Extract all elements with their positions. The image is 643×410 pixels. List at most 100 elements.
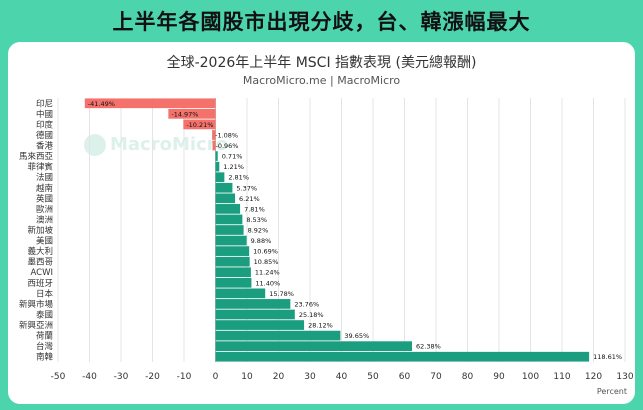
- data-label: 28.12%: [308, 322, 333, 330]
- page-headline: 上半年各國股市出現分歧，台、韓漲幅最大: [112, 10, 531, 34]
- bar: [84, 98, 216, 109]
- data-label: -0.96%: [215, 142, 238, 150]
- category-label: 越南: [36, 183, 53, 194]
- bar: [215, 193, 236, 204]
- data-label: 5.37%: [236, 184, 257, 192]
- x-tick-label: 90: [493, 372, 505, 382]
- data-label: 6.21%: [239, 195, 260, 203]
- data-label: 1.21%: [223, 163, 244, 171]
- bar: [215, 288, 266, 299]
- category-label: 菲律賓: [27, 162, 53, 173]
- x-tick-label: -10: [177, 372, 192, 382]
- bar: [168, 108, 216, 119]
- category-label: 台灣: [36, 341, 54, 352]
- bar: [183, 119, 216, 130]
- x-axis-label: Percent: [597, 387, 627, 396]
- data-label: -1.08%: [215, 131, 238, 139]
- bar: [215, 309, 295, 320]
- bar: [215, 341, 412, 352]
- data-label: 7.81%: [244, 205, 265, 213]
- x-tick-label: -20: [145, 372, 160, 382]
- x-tick-label: 110: [553, 372, 570, 382]
- x-tick-label: 100: [522, 372, 539, 382]
- bar: [215, 204, 241, 214]
- category-label: 德國: [36, 130, 53, 141]
- category-label: 香港: [36, 141, 54, 152]
- bar: [212, 130, 216, 140]
- category-label: 馬來西亞: [19, 152, 54, 162]
- category-label: 法國: [36, 172, 53, 183]
- x-tick-label: 30: [304, 372, 316, 382]
- category-label: 澳洲: [36, 214, 53, 225]
- x-tick-label: -30: [114, 372, 129, 382]
- category-label: ACWI: [30, 268, 53, 278]
- category-label: 義大利: [27, 246, 53, 257]
- data-label: 15.78%: [269, 290, 294, 298]
- category-label: 墨西哥: [27, 258, 53, 268]
- category-label: 美國: [36, 236, 53, 247]
- category-label: 英國: [36, 193, 53, 204]
- bar: [215, 214, 243, 225]
- bar: [212, 140, 216, 151]
- data-label: 23.76%: [294, 300, 319, 308]
- bar: [215, 172, 225, 183]
- category-label: 荷蘭: [36, 331, 53, 342]
- category-label: 南韓: [36, 352, 54, 363]
- data-label: -10.21%: [186, 121, 213, 129]
- x-tick-label: 60: [399, 372, 411, 382]
- bar: [215, 320, 305, 330]
- data-label: 25.18%: [299, 311, 324, 319]
- x-tick-label: 130: [616, 372, 633, 382]
- data-label: 8.53%: [246, 216, 267, 224]
- bar: [215, 225, 244, 235]
- x-tick-label: 20: [273, 372, 285, 382]
- data-label: 11.24%: [255, 269, 280, 277]
- category-label: 新興市場: [19, 299, 54, 310]
- bar: [215, 161, 220, 172]
- x-tick-label: 40: [336, 372, 348, 382]
- category-label: 西班牙: [27, 278, 53, 289]
- category-label: 中國: [36, 109, 53, 120]
- data-label: 10.85%: [254, 258, 279, 266]
- x-tick-label: 80: [462, 372, 474, 382]
- bar: [215, 151, 218, 161]
- x-tick-label: 10: [241, 372, 253, 382]
- data-label: 2.81%: [228, 174, 249, 182]
- bar: [215, 256, 250, 267]
- x-tick-label: 50: [367, 372, 379, 382]
- watermark-text: MacroMicro: [110, 134, 228, 155]
- chart-title: 全球-2026年上半年 MSCI 指數表現 (美元總報酬): [166, 55, 477, 71]
- chart-subtitle: MacroMicro.me | MacroMicro: [242, 74, 401, 87]
- x-tick-label: 0: [213, 372, 219, 382]
- category-label: 印尼: [36, 98, 53, 109]
- bar: [215, 246, 250, 256]
- category-label: 新加坡: [27, 225, 53, 236]
- data-label: 10.69%: [253, 248, 278, 256]
- x-tick-label: 120: [585, 372, 602, 382]
- data-label: 0.71%: [222, 153, 243, 161]
- category-label: 日本: [36, 288, 54, 299]
- data-label: 8.92%: [248, 227, 269, 235]
- bar: [215, 330, 341, 341]
- data-label: -14.97%: [171, 110, 198, 118]
- bar-chart: -50 -40 -30 -20 -10 0 10 20 30 40 50 60 70 80 90 100 110…: [19, 98, 634, 396]
- data-label: -41.49%: [88, 100, 115, 108]
- bar: [215, 277, 252, 288]
- bar: [215, 267, 251, 278]
- category-label: 歐洲: [36, 204, 53, 215]
- data-label: 62.38%: [416, 343, 441, 351]
- x-tick-label: -40: [82, 372, 97, 382]
- chart-card: 全球-2026年上半年 MSCI 指數表現 (美元總報酬) MacroMicro…: [8, 42, 635, 404]
- bar: [215, 299, 291, 309]
- data-label: 9.88%: [251, 237, 272, 245]
- bar: [215, 235, 247, 246]
- category-label: 印度: [36, 119, 54, 130]
- data-label: 39.65%: [344, 332, 369, 340]
- category-label: 泰國: [36, 309, 53, 320]
- bar: [215, 351, 590, 362]
- data-label: 118.61%: [593, 353, 622, 361]
- bar: [215, 182, 233, 193]
- x-tick-label: -50: [51, 372, 66, 382]
- x-tick-label: 70: [430, 372, 442, 382]
